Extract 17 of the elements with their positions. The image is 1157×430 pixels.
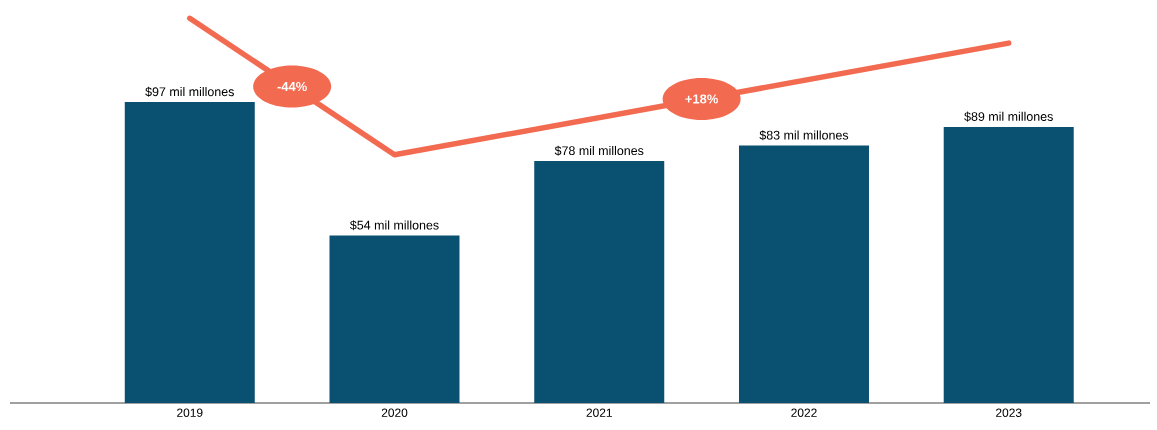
annotation: +18% bbox=[685, 94, 719, 104]
bar bbox=[943, 126, 1074, 403]
data-label: $54 mil millones bbox=[350, 220, 439, 231]
data-label: $89 mil millones bbox=[964, 111, 1053, 122]
x-tick-label: 2021 bbox=[586, 408, 612, 417]
bar bbox=[738, 145, 869, 403]
data-label: $78 mil millones bbox=[554, 145, 644, 156]
x-tick-label: 2019 bbox=[177, 408, 203, 417]
bar bbox=[124, 102, 255, 403]
x-tick-label: 2022 bbox=[791, 408, 817, 417]
bar bbox=[534, 161, 665, 403]
x-tick-label: 2023 bbox=[996, 408, 1022, 417]
data-label: $97 mil millones bbox=[145, 86, 234, 97]
data-label: $83 mil millones bbox=[759, 130, 849, 141]
bar bbox=[329, 235, 460, 403]
x-tick-label: 2020 bbox=[381, 408, 408, 417]
annotation: -44% bbox=[277, 82, 307, 92]
